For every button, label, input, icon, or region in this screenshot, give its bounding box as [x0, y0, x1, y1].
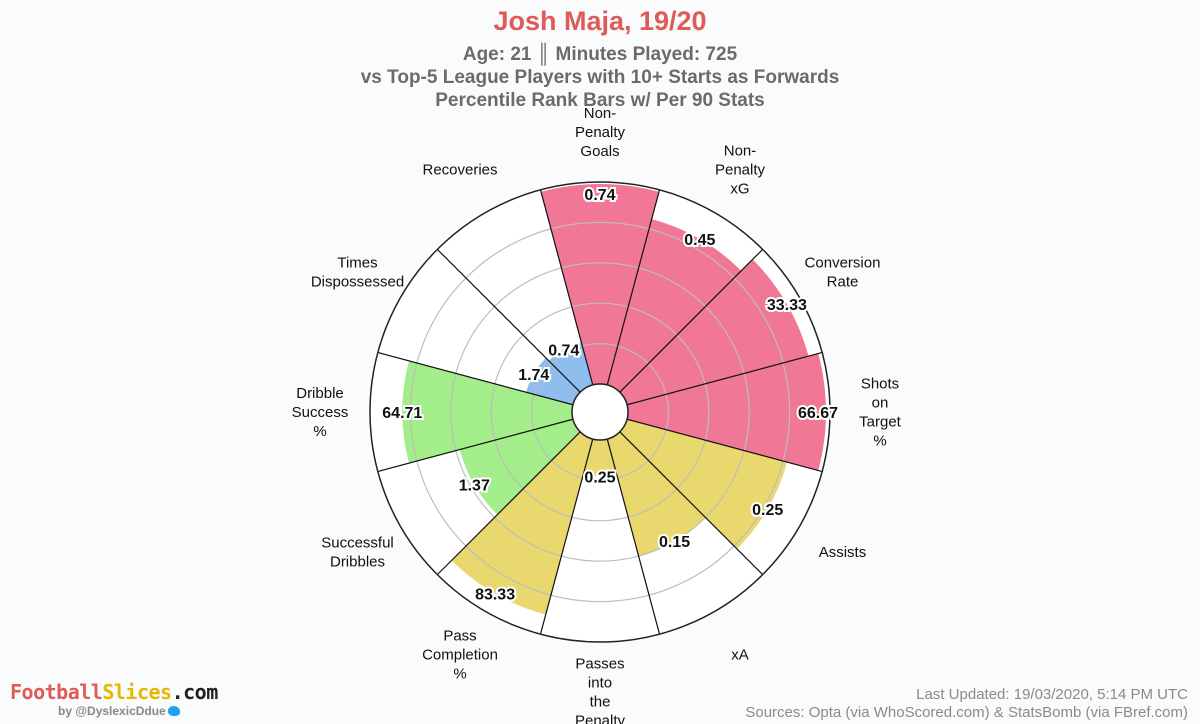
- bar-11: [526, 357, 581, 405]
- category-label-3: Conversion Rate: [805, 255, 881, 291]
- twitter-bird-icon: [167, 706, 180, 716]
- bar-1: [540, 184, 660, 385]
- last-updated: Last Updated: 19/03/2020, 5:14 PM UTC: [916, 686, 1188, 703]
- category-label-2: Non-Penalty xG: [715, 143, 766, 198]
- center-hole: [571, 383, 629, 441]
- value-label-8: 83.33: [475, 587, 515, 604]
- value-label-12: 0.74: [548, 342, 579, 359]
- category-label-9: Successful Dribbles: [321, 535, 394, 571]
- brand-part-slices: Slices: [102, 680, 172, 704]
- spoke-line-9: [436, 431, 581, 576]
- bar-6: [607, 431, 706, 557]
- category-label-6: xA: [731, 646, 749, 663]
- category-label-4: Shots on Target%: [859, 376, 902, 450]
- chart-title: Josh Maja, 19/20: [493, 6, 707, 36]
- category-label-1: Non-Penalty Goals: [575, 105, 626, 160]
- bar-7: [583, 439, 617, 477]
- author-handle-text: by @DyslexicDdue: [58, 704, 166, 718]
- spoke-line-11: [377, 351, 574, 406]
- grid-ring-3: [450, 262, 750, 562]
- value-label-7: 0.25: [584, 469, 615, 486]
- value-label-5: 0.25: [752, 502, 783, 519]
- grid-ring-1: [530, 343, 669, 482]
- spoke-line-7: [606, 438, 661, 635]
- value-label-11: 1.74: [518, 367, 549, 384]
- grid-ring-2: [490, 302, 710, 522]
- category-label-7: Passes into the Penalty: [575, 656, 626, 724]
- bar-5: [619, 419, 788, 549]
- value-label-2: 0.45: [684, 232, 715, 249]
- value-label-6: 0.15: [659, 534, 690, 551]
- spoke-line-5: [626, 418, 823, 473]
- spoke-line-3: [619, 248, 764, 393]
- bar-10: [402, 360, 573, 464]
- spoke-line-4: [626, 351, 823, 406]
- value-label-4: 66.67: [798, 405, 838, 422]
- brand-part-football: Football: [10, 680, 103, 704]
- spoke-line-2: [606, 189, 661, 386]
- chart-subtitle-player-info: Age: 21 ║ Minutes Played: 725: [462, 44, 738, 65]
- spoke-line-12: [436, 248, 581, 393]
- value-label-1: 0.74: [584, 187, 615, 204]
- category-label-5: Assists: [819, 544, 867, 561]
- category-label-10: Dribble Success%: [292, 385, 349, 440]
- category-label-12: Recoveries: [422, 162, 497, 179]
- spoke-line-1: [539, 189, 594, 386]
- value-label-3: 33.33: [767, 297, 807, 314]
- author-handle: by @DyslexicDdue: [58, 704, 180, 718]
- spoke-line-10: [377, 418, 574, 473]
- grid-ring-4: [409, 221, 791, 603]
- chart-subtitle-comparison: vs Top-5 League Players with 10+ Starts …: [360, 67, 840, 88]
- category-label-8: Pass Completion%: [422, 627, 498, 682]
- data-sources: Sources: Opta (via WhoScored.com) & Stat…: [745, 704, 1188, 721]
- chart-subtitle-description: Percentile Rank Bars w/ Per 90 Stats: [435, 90, 765, 111]
- bar-12: [548, 342, 593, 393]
- brand-part-domain: .com: [171, 680, 219, 704]
- value-label-9: 1.37: [459, 478, 490, 495]
- spoke-line-8: [539, 438, 594, 635]
- bar-9: [459, 419, 581, 515]
- spoke-line-6: [619, 431, 764, 576]
- bar-4: [627, 353, 826, 471]
- category-label-11: Times Dispossessed: [311, 255, 404, 291]
- outer-ring: [369, 181, 831, 643]
- value-label-10: 64.71: [382, 405, 422, 422]
- bar-2: [607, 219, 742, 393]
- brand-logo: FootballSlices.com: [10, 680, 218, 704]
